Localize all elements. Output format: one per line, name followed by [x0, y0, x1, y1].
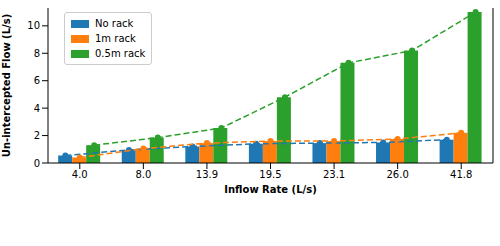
svg-text:4.0: 4.0: [72, 169, 88, 180]
svg-text:26.0: 26.0: [387, 169, 409, 180]
svg-text:10: 10: [27, 20, 40, 31]
html-text:No rack: No rack: [95, 18, 134, 29]
svg-text:41.8: 41.8: [450, 169, 472, 180]
svg-text:Un-intercepted Flow (L/s): Un-intercepted Flow (L/s): [8, 14, 12, 157]
svg-text:8.0: 8.0: [135, 169, 151, 180]
svg-text:23.1: 23.1: [323, 169, 345, 180]
svg-text:19.5: 19.5: [259, 169, 281, 180]
svg-text:0: 0: [34, 158, 40, 169]
svg-text:13.9: 13.9: [196, 169, 218, 180]
svg-text:6: 6: [34, 75, 40, 86]
svg-text:Inflow Rate (L/s): Inflow Rate (L/s): [224, 184, 316, 195]
svg-text:2: 2: [34, 130, 40, 141]
html-text:1m rack: 1m rack: [95, 33, 136, 44]
svg-text:8: 8: [34, 48, 40, 59]
html-text:0.5m rack: 0.5m rack: [95, 48, 146, 59]
svg-text:4: 4: [34, 103, 40, 114]
